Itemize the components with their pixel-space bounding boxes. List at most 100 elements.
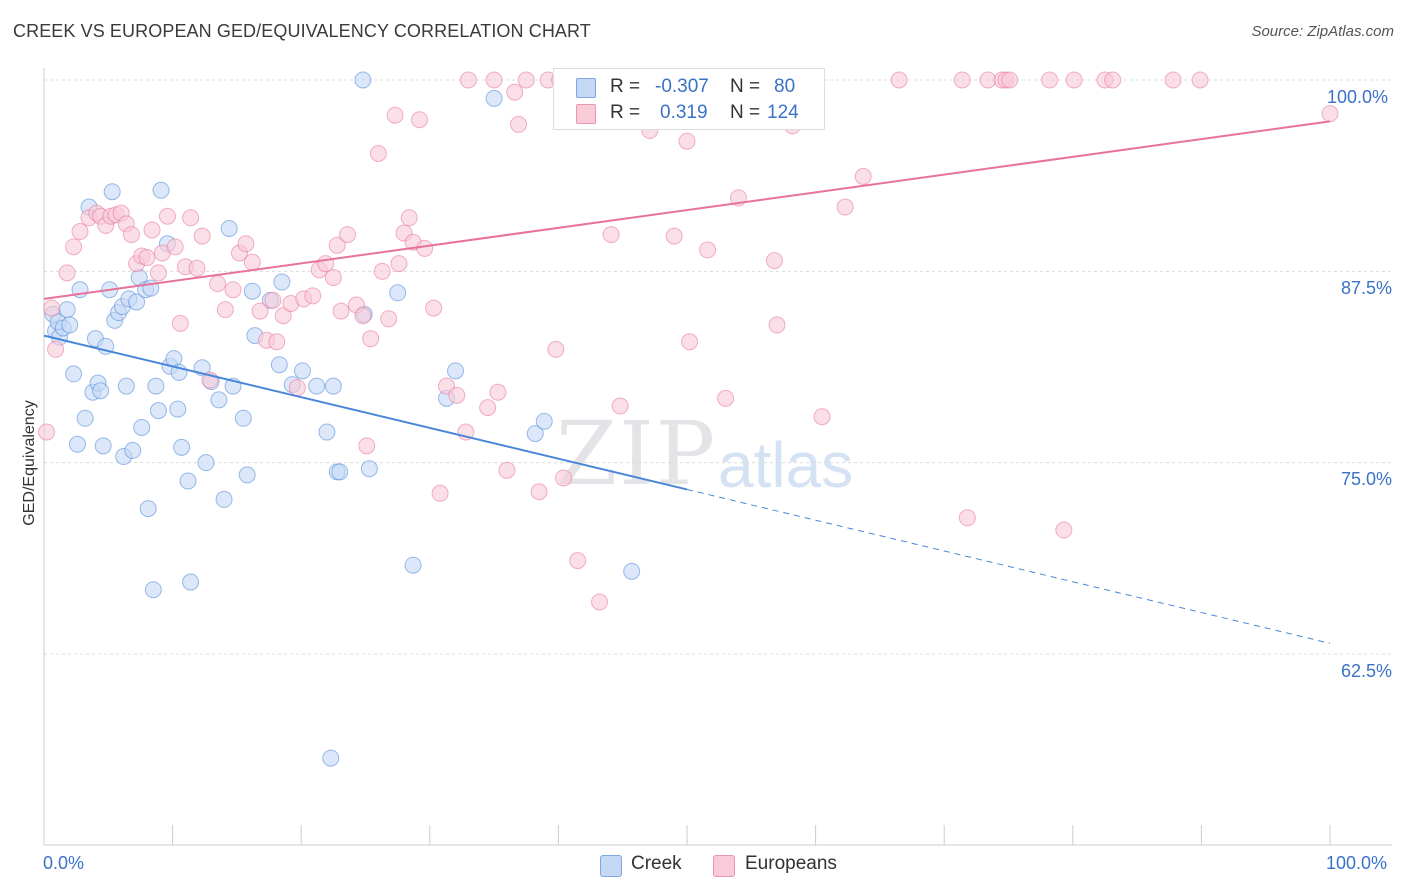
creek-point [124, 441, 142, 459]
creek-point [152, 181, 170, 199]
europeans-point [138, 249, 156, 267]
europeans-point [498, 461, 516, 479]
europeans-point [1104, 71, 1122, 89]
x-tick-label-min: 0.0% [43, 853, 85, 873]
europeans-point [678, 132, 696, 150]
europeans-point [958, 509, 976, 527]
creek-point [238, 466, 256, 484]
creek-point [526, 425, 544, 443]
europeans-point [510, 115, 528, 133]
r-value: -0.307 [655, 76, 709, 97]
r-label: R = [610, 76, 641, 97]
europeans-point [506, 83, 524, 101]
r-label: R = [610, 102, 641, 123]
europeans-point [953, 71, 971, 89]
europeans-point [373, 262, 391, 280]
europeans-point [149, 264, 167, 282]
y-tick-label: 62.5% [1341, 661, 1393, 681]
r-value: 0.319 [660, 102, 708, 123]
creek-trend-line [43, 334, 688, 491]
europeans-point [979, 71, 997, 89]
europeans-point [166, 238, 184, 256]
europeans-point [304, 287, 322, 305]
europeans-legend-swatch [713, 855, 735, 877]
creek-legend-label: Creek [631, 853, 682, 874]
europeans-point [459, 71, 477, 89]
creek-point [234, 409, 252, 427]
europeans-point [158, 207, 176, 225]
europeans-point [530, 483, 548, 501]
europeans-point [836, 198, 854, 216]
europeans-point [1321, 105, 1339, 123]
creek-point [65, 365, 83, 383]
watermark-atlas: atlas [718, 429, 854, 501]
europeans-point [611, 397, 629, 415]
creek-point [324, 377, 342, 395]
europeans-point [854, 167, 872, 185]
legend-row-europeans: R = 0.319 N = 124 [554, 100, 824, 126]
europeans-point [569, 552, 587, 570]
legend-row-creek: R = -0.307 N = 80 [554, 74, 824, 100]
europeans-point [768, 316, 786, 334]
europeans-trend-line [43, 120, 1331, 300]
creek-point [322, 749, 340, 767]
europeans-point [65, 238, 83, 256]
europeans-point [386, 106, 404, 124]
europeans-point [338, 226, 356, 244]
europeans-point [47, 340, 65, 358]
stats-legend: R = -0.307 N = 80 R = 0.319 N = 124 [553, 68, 825, 130]
europeans-point [485, 71, 503, 89]
europeans-point [216, 301, 234, 319]
europeans-point [665, 227, 683, 245]
creek-point [243, 282, 261, 300]
europeans-point [188, 259, 206, 277]
europeans-point [237, 235, 255, 253]
europeans-point [602, 226, 620, 244]
source-credit: Source: ZipAtlas.com [1251, 23, 1394, 40]
europeans-points [38, 71, 1339, 611]
creek-point [128, 293, 146, 311]
creek-point [360, 460, 378, 478]
creek-point [139, 500, 157, 518]
europeans-point [328, 236, 346, 254]
creek-point [76, 409, 94, 427]
chart-title: CREEK VS EUROPEAN GED/EQUIVALENCY CORREL… [13, 21, 591, 41]
gridlines [44, 79, 1392, 655]
europeans-point [143, 221, 161, 239]
creek-point [270, 356, 288, 374]
europeans-point [699, 241, 717, 259]
creek-point [149, 402, 167, 420]
europeans-legend-label: Europeans [745, 853, 837, 874]
creek-point [144, 581, 162, 599]
europeans-point [448, 386, 466, 404]
europeans-point [1065, 71, 1083, 89]
creek-point [485, 89, 503, 107]
y-tick-label: 75.0% [1341, 469, 1393, 489]
europeans-point [369, 144, 387, 162]
creek-point [535, 412, 553, 430]
europeans-point [390, 255, 408, 273]
creek-point [273, 273, 291, 291]
europeans-point [268, 333, 286, 351]
europeans-point [43, 299, 61, 317]
europeans-point [122, 226, 140, 244]
europeans-point [224, 281, 242, 299]
creek-point [103, 183, 121, 201]
europeans-point [182, 209, 200, 227]
y-tick-label: 87.5% [1341, 278, 1393, 298]
creek-point [447, 362, 465, 380]
europeans-point [332, 302, 350, 320]
n-label: N = [730, 76, 761, 97]
creek-point [92, 382, 110, 400]
creek-point [58, 301, 76, 319]
europeans-point [1041, 71, 1059, 89]
creek-point [389, 284, 407, 302]
europeans-point [71, 223, 89, 241]
creek-point [61, 316, 79, 334]
europeans-point [547, 340, 565, 358]
europeans-point [591, 593, 609, 611]
europeans-point [38, 423, 56, 441]
creek-point [173, 438, 191, 456]
europeans-point [354, 307, 372, 325]
